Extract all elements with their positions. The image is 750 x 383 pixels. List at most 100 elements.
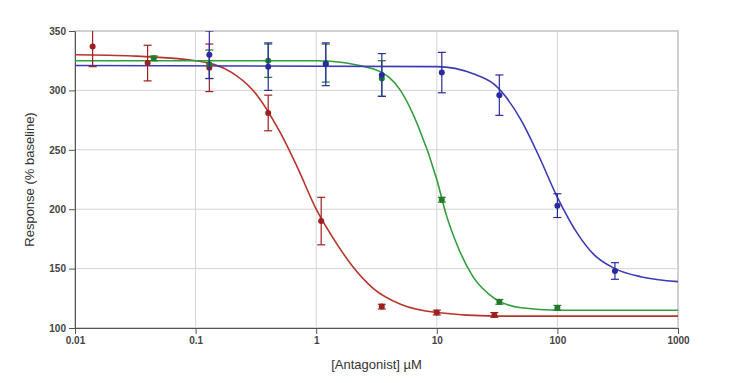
error-bar <box>317 197 325 245</box>
error-bar-cap <box>89 66 97 67</box>
y-tick: 250 <box>49 145 75 156</box>
x-tick-label: 0.01 <box>66 335 86 346</box>
error-bar-cap <box>378 53 386 54</box>
x-tick-label: 0.1 <box>189 335 203 346</box>
plot-frame <box>75 31 678 328</box>
x-tick: 100 <box>550 328 567 346</box>
data-point <box>612 268 618 274</box>
fit-curve <box>75 55 678 316</box>
data-point <box>439 70 445 76</box>
x-tick-mark <box>678 328 679 334</box>
error-bar-cap <box>495 115 503 116</box>
x-tick-mark <box>557 328 558 334</box>
error-bar-cap <box>611 262 619 263</box>
data-point <box>323 61 329 67</box>
data-point <box>379 304 385 310</box>
y-grid-line <box>75 328 678 329</box>
data-point <box>379 72 385 78</box>
y-grid-line <box>75 149 678 150</box>
data-point <box>90 43 96 49</box>
x-tick: 10 <box>432 328 444 346</box>
y-tick-label: 250 <box>49 145 66 156</box>
y-tick-mark <box>69 90 75 91</box>
fit-curve <box>75 61 678 310</box>
y-grid-line <box>75 31 678 32</box>
error-bar <box>378 54 386 97</box>
error-bar <box>438 197 446 202</box>
error-bar-cap <box>264 95 272 96</box>
x-tick-label: 1000 <box>667 335 690 346</box>
error-bar <box>495 299 503 304</box>
error-bar-cap <box>322 42 330 43</box>
x-tick: 0.1 <box>189 328 203 346</box>
data-point <box>496 92 502 98</box>
y-grid-line <box>75 268 678 269</box>
error-bar <box>264 95 272 131</box>
error-bar-cap <box>495 74 503 75</box>
data-point <box>554 305 560 311</box>
x-tick-label: 1 <box>314 335 320 346</box>
grid <box>75 31 678 328</box>
data-point <box>554 203 560 209</box>
x-grid-line <box>678 31 679 328</box>
y-grid-line <box>75 90 678 91</box>
y-tick: 200 <box>49 204 75 215</box>
data-point <box>151 55 157 61</box>
error-bar <box>611 263 619 280</box>
y-tick-mark <box>69 31 75 32</box>
series <box>89 31 499 318</box>
error-bar-cap <box>205 91 213 92</box>
error-bar-cap <box>205 31 213 32</box>
data-point <box>318 218 324 224</box>
x-axis-title: [Antagonist] µM <box>331 357 422 372</box>
data-point <box>439 197 445 203</box>
y-tick: 300 <box>49 85 75 96</box>
error-bar <box>553 194 561 218</box>
error-bar-cap <box>438 52 446 53</box>
error-bar-cap <box>205 78 213 79</box>
error-bar <box>433 310 441 315</box>
y-tick: 100 <box>49 323 75 334</box>
error-bar <box>264 43 272 91</box>
y-axis: 100150200250300350 <box>49 26 75 334</box>
x-tick-label: 10 <box>432 335 444 346</box>
error-bar-cap <box>317 197 325 198</box>
data-point <box>265 110 271 116</box>
error-bar-cap <box>317 244 325 245</box>
x-tick: 1000 <box>667 328 690 346</box>
data-point <box>206 52 212 58</box>
data-point <box>491 312 497 318</box>
series <box>205 31 619 279</box>
error-bar-cap <box>378 96 386 97</box>
error-bar-cap <box>553 217 561 218</box>
x-axis-line <box>76 328 679 329</box>
marks <box>75 31 678 318</box>
error-bar-cap <box>264 130 272 131</box>
error-bar <box>438 52 446 92</box>
error-bar-cap <box>611 279 619 280</box>
error-bar-cap <box>264 42 272 43</box>
data-point <box>434 310 440 316</box>
error-bar <box>378 304 386 309</box>
x-tick-mark <box>316 328 317 334</box>
error-bar-cap <box>205 78 213 79</box>
x-tick-mark <box>437 328 438 334</box>
error-bar <box>205 31 213 79</box>
y-axis-line <box>75 32 76 329</box>
plot: 0.010.11101001000100150200250300350 <box>49 26 690 346</box>
x-tick-label: 100 <box>550 335 567 346</box>
error-bar <box>89 31 97 67</box>
x-grid-line <box>557 31 558 328</box>
data-point <box>265 64 271 70</box>
error-bar <box>144 45 152 81</box>
error-bar <box>150 56 158 61</box>
error-bar <box>322 43 330 86</box>
y-tick-mark <box>69 150 75 151</box>
x-grid-line <box>195 31 196 328</box>
fit-curve <box>75 65 678 281</box>
x-axis: 0.01 0.1 1 10 100 1000 <box>66 328 690 346</box>
x-tick: 1 <box>314 328 320 346</box>
y-tick-label: 200 <box>49 204 66 215</box>
chart: 0.010.11101001000100150200250300350[Anta… <box>0 0 750 383</box>
series <box>150 44 562 311</box>
